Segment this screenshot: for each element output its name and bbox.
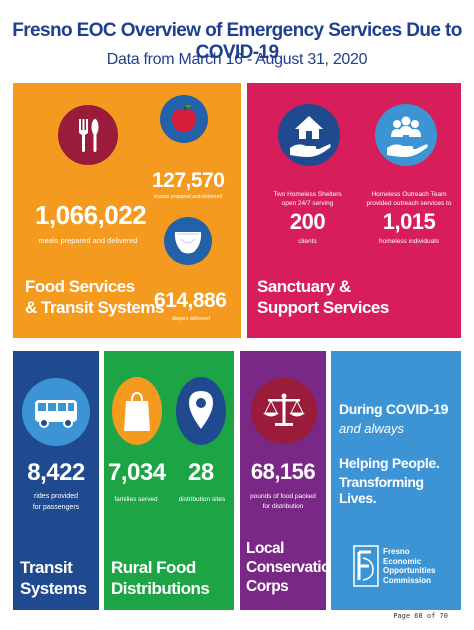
rural-heading-line2: Distributions — [111, 579, 210, 598]
outreach-label: Homeless Outreach Team provided outreach… — [353, 190, 461, 208]
outreach-label-line1: Homeless Outreach Team — [371, 191, 447, 198]
meals-value: 1,066,022 — [35, 200, 147, 230]
transit-heading-line2: Systems — [20, 579, 87, 598]
food-services-panel: 1,066,022 meals prepared and delivered 1… — [13, 83, 241, 338]
snacks-label: snacks prepared and delivered — [153, 194, 223, 200]
house-hand-icon — [278, 104, 340, 166]
diapers-label: diapers delivered — [171, 316, 211, 322]
shelters-value: 200 — [289, 209, 326, 234]
map-pin-icon — [176, 377, 226, 445]
sanctuary-heading-line1: Sanctuary & — [257, 277, 351, 296]
transit-value: 8,422 — [27, 459, 85, 486]
eoc-logo-line1: Fresno — [383, 547, 410, 556]
eoc-line3: Helping People. — [339, 455, 440, 471]
corps-label-line1: pounds of food packed — [250, 493, 316, 500]
eoc-panel: During COVID-19 and always Helping Peopl… — [331, 351, 461, 610]
people-hand-icon — [375, 104, 437, 166]
eoc-line4: Transforming Lives. — [339, 474, 424, 506]
transit-heading: Transit Systems — [20, 557, 87, 599]
eoc-logo-line4: Commission — [383, 575, 432, 585]
transit-label-line1: rides provided — [34, 493, 78, 500]
diaper-icon — [164, 217, 212, 265]
families-value: 7,034 — [108, 459, 166, 486]
eoc-logo-line3: Opportunities — [383, 566, 436, 575]
shelters-label: Two Homeless Shelters open 24/7 serving — [255, 190, 360, 208]
sites-label: distribution sites — [178, 496, 226, 503]
utensils-icon — [58, 105, 118, 165]
corps-label: pounds of food packed for distribution — [240, 492, 326, 512]
shelters-unit: clients — [298, 238, 317, 245]
corps-heading-line3: Corps — [246, 578, 289, 595]
diapers-value: 614,886 — [154, 289, 227, 312]
transit-label: rides provided for passengers — [13, 491, 99, 513]
transit-label-line2: for passengers — [32, 504, 80, 511]
rural-heading-line1: Rural Food — [111, 558, 196, 577]
shelters-label-line2: open 24/7 serving — [281, 200, 334, 207]
shelters-label-line1: Two Homeless Shelters — [273, 191, 342, 198]
families-label: families served — [114, 496, 158, 503]
page-number: Page 68 of 70 — [393, 612, 448, 620]
snacks-value: 127,570 — [152, 169, 225, 192]
eoc-logo-text: Fresno Economic Opportunities Commission — [383, 547, 435, 585]
corps-heading: Local Conservation Corps — [246, 539, 326, 596]
sanctuary-heading: Sanctuary & Support Services — [257, 276, 389, 318]
sanctuary-heading-line2: Support Services — [257, 298, 389, 317]
food-heading-line1: Food Services — [25, 277, 135, 296]
corps-heading-line1: Local — [246, 540, 284, 557]
meals-label: meals prepared and delivered — [38, 236, 138, 245]
page-title: Fresno EOC Overview of Emergency Service… — [12, 20, 462, 63]
transit-heading-line1: Transit — [20, 558, 73, 577]
food-heading-line2: & Transit Systems — [25, 298, 164, 317]
scales-icon — [251, 378, 317, 444]
outreach-value: 1,015 — [382, 209, 436, 234]
outreach-unit: homeless individuals — [379, 238, 439, 245]
eoc-logo-line2: Economic — [383, 556, 422, 566]
outreach-label-line2: provided outreach services to — [366, 200, 452, 207]
eoc-line2: and always — [339, 421, 405, 436]
food-services-heading: Food Services & Transit Systems — [25, 276, 164, 318]
rural-heading: Rural Food Distributions — [111, 557, 210, 599]
bus-icon — [22, 378, 90, 446]
eoc-logo — [353, 544, 379, 588]
corps-value: 68,156 — [250, 459, 316, 484]
apple-icon — [160, 95, 208, 143]
rural-food-panel: 7,034 28 families served distribution si… — [104, 351, 234, 610]
sanctuary-panel: Two Homeless Shelters open 24/7 serving … — [247, 83, 461, 338]
transit-panel: 8,422 rides provided for passengers Tran… — [13, 351, 99, 610]
page-subtitle: Data from March 16 - August 31, 2020 — [106, 51, 368, 68]
conservation-corps-panel: 68,156 pounds of food packed for distrib… — [240, 351, 326, 610]
corps-heading-line2: Conservation — [246, 559, 326, 576]
bag-icon — [112, 377, 162, 445]
corps-label-line2: for distribution — [262, 503, 304, 510]
sites-value: 28 — [188, 459, 214, 486]
eoc-line1: During COVID-19 — [339, 401, 449, 417]
